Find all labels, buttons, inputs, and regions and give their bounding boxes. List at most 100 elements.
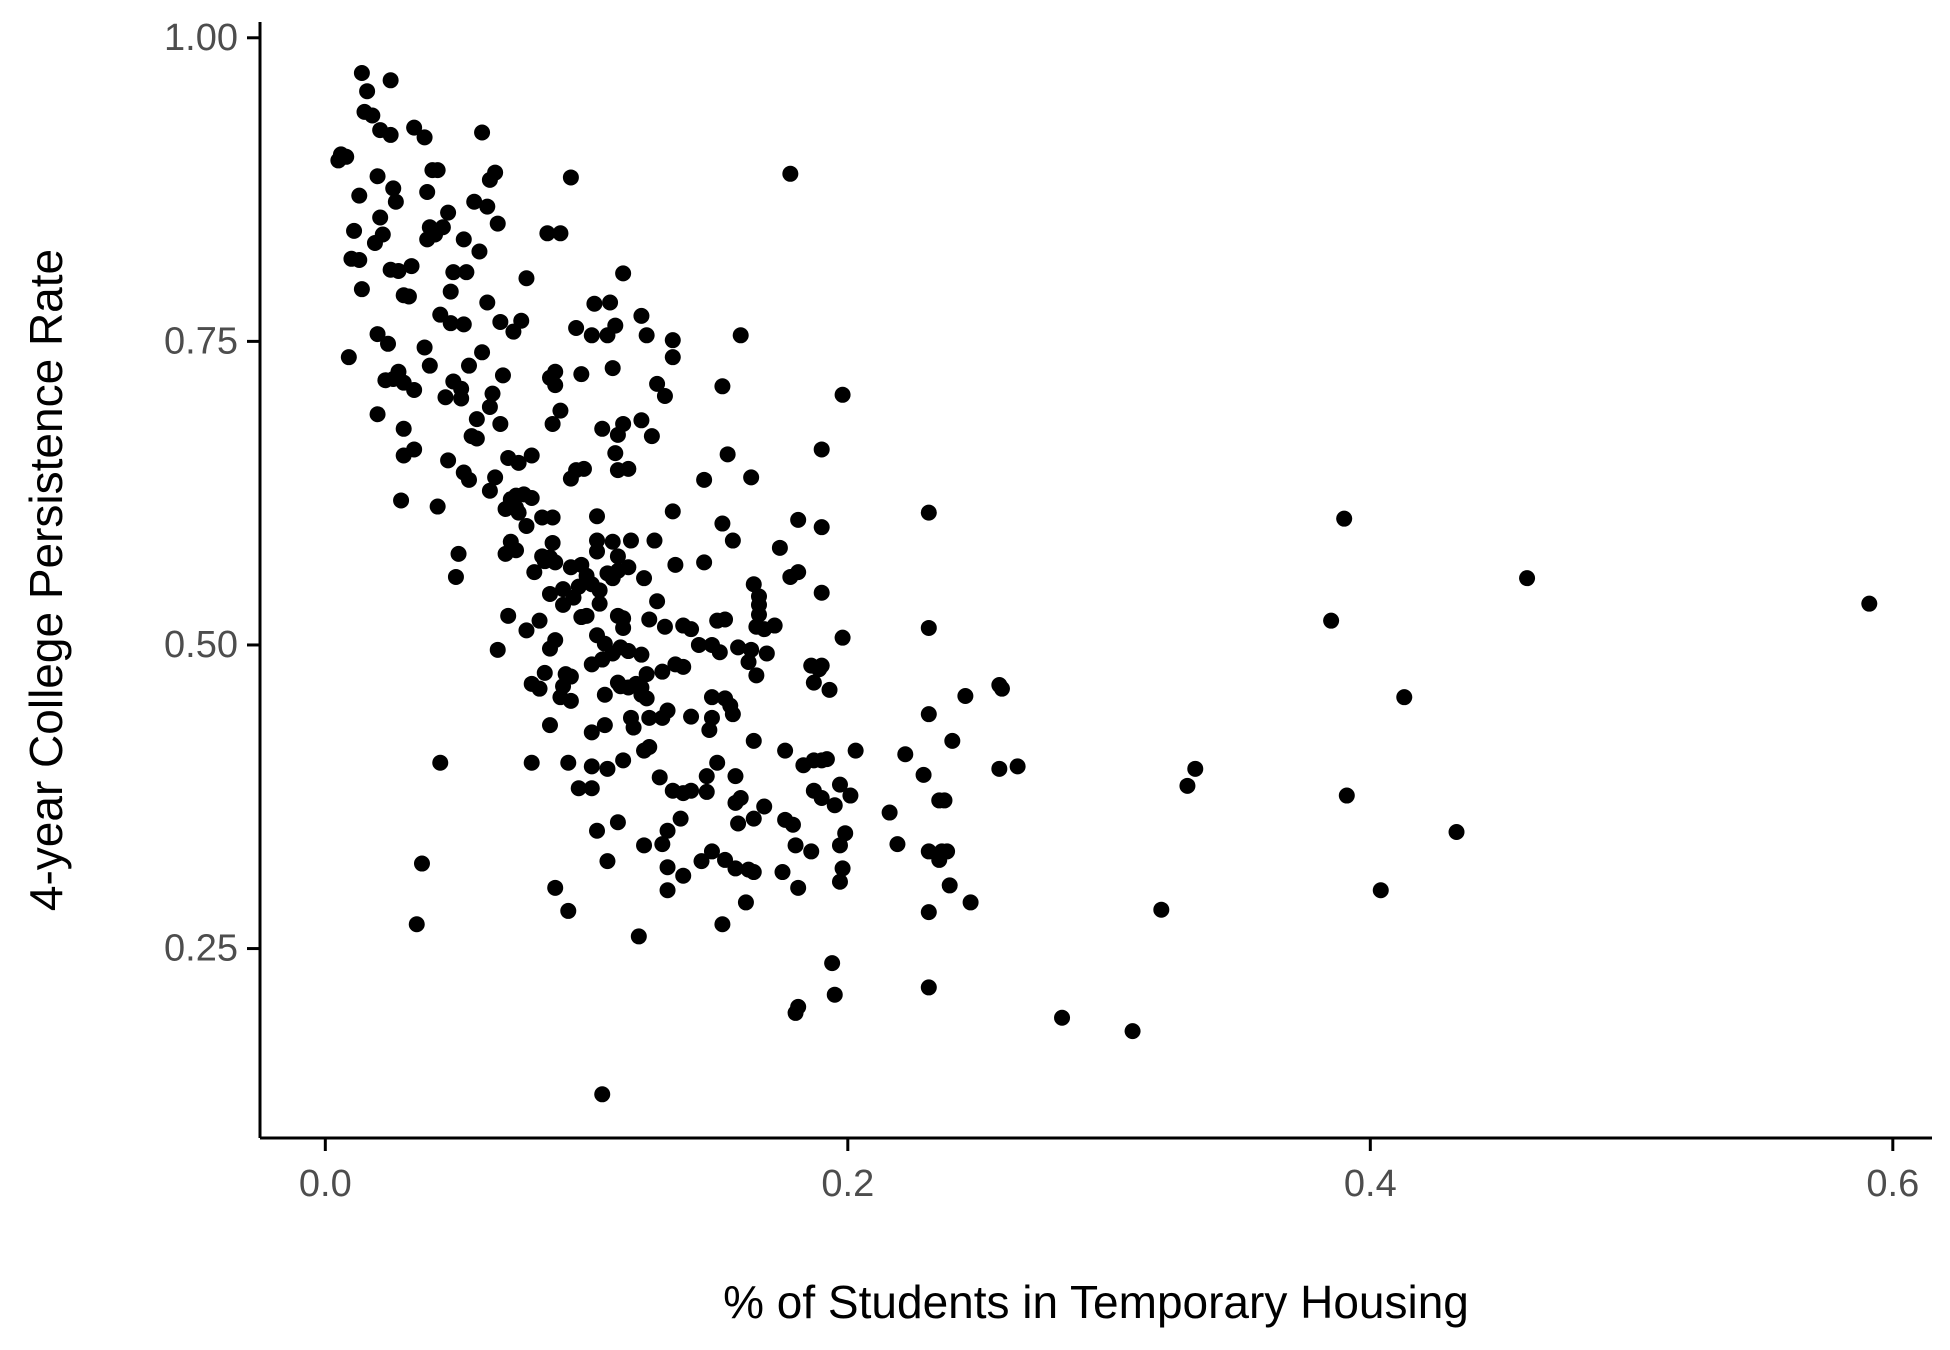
data-point bbox=[1323, 612, 1340, 629]
data-point bbox=[654, 836, 671, 853]
x-tick-label: 0.0 bbox=[299, 1163, 352, 1205]
data-point bbox=[831, 837, 848, 854]
data-point bbox=[547, 879, 564, 896]
y-tick-label: 0.25 bbox=[164, 928, 238, 970]
data-point bbox=[962, 894, 979, 911]
data-point bbox=[1187, 760, 1204, 777]
data-point bbox=[696, 554, 713, 571]
data-point bbox=[583, 656, 600, 673]
data-point bbox=[659, 859, 676, 876]
data-point bbox=[813, 519, 830, 536]
data-point bbox=[881, 804, 898, 821]
data-point bbox=[589, 508, 606, 525]
data-point bbox=[824, 955, 841, 972]
data-point bbox=[539, 225, 556, 242]
y-tick-label: 0.50 bbox=[164, 624, 238, 666]
data-point bbox=[380, 335, 397, 352]
data-point bbox=[552, 225, 569, 242]
data-point bbox=[675, 658, 692, 675]
data-point bbox=[353, 65, 370, 82]
data-point bbox=[602, 294, 619, 311]
data-point bbox=[889, 836, 906, 853]
data-point bbox=[756, 798, 773, 815]
data-point bbox=[730, 815, 747, 832]
data-point bbox=[523, 447, 540, 464]
data-point bbox=[568, 320, 585, 337]
data-point bbox=[811, 661, 828, 678]
data-point bbox=[703, 709, 720, 726]
data-point bbox=[683, 708, 700, 725]
data-point bbox=[481, 171, 498, 188]
data-point bbox=[544, 509, 561, 526]
data-point bbox=[429, 162, 446, 179]
data-point bbox=[497, 545, 514, 562]
data-point bbox=[732, 327, 749, 344]
data-point bbox=[683, 621, 700, 638]
data-point bbox=[620, 643, 637, 660]
data-point bbox=[609, 814, 626, 831]
data-point bbox=[625, 719, 642, 736]
data-point bbox=[703, 843, 720, 860]
data-point bbox=[479, 294, 496, 311]
data-point bbox=[821, 681, 838, 698]
data-point bbox=[1054, 1009, 1071, 1026]
data-point bbox=[714, 378, 731, 395]
data-point bbox=[455, 316, 472, 333]
data-point bbox=[1448, 823, 1465, 840]
data-point bbox=[481, 398, 498, 415]
data-point bbox=[897, 746, 914, 763]
data-point bbox=[468, 411, 485, 428]
data-point bbox=[416, 129, 433, 146]
data-point bbox=[993, 680, 1010, 697]
data-point bbox=[583, 576, 600, 593]
data-point bbox=[837, 825, 854, 842]
data-point bbox=[633, 307, 650, 324]
data-point bbox=[589, 532, 606, 549]
data-point bbox=[743, 469, 760, 486]
data-point bbox=[831, 776, 848, 793]
data-point bbox=[390, 262, 407, 279]
data-point bbox=[656, 388, 673, 405]
data-point bbox=[429, 498, 446, 515]
data-point bbox=[727, 768, 744, 785]
data-point bbox=[732, 789, 749, 806]
data-point bbox=[615, 619, 632, 636]
data-point bbox=[340, 349, 357, 366]
data-point bbox=[740, 653, 757, 670]
data-point bbox=[787, 1004, 804, 1021]
data-point bbox=[659, 882, 676, 899]
data-point bbox=[387, 193, 404, 210]
data-point bbox=[596, 686, 613, 703]
data-point bbox=[664, 503, 681, 520]
data-point bbox=[609, 462, 626, 479]
data-point bbox=[589, 822, 606, 839]
data-point bbox=[547, 554, 564, 571]
data-point bbox=[560, 902, 577, 919]
data-point bbox=[826, 986, 843, 1003]
data-point bbox=[690, 636, 707, 653]
data-point bbox=[604, 360, 621, 377]
data-point bbox=[359, 83, 376, 100]
data-point bbox=[659, 702, 676, 719]
data-point bbox=[562, 559, 579, 576]
data-point bbox=[541, 640, 558, 657]
data-point bbox=[578, 607, 595, 624]
data-point bbox=[479, 198, 496, 215]
data-point bbox=[920, 619, 937, 636]
data-point bbox=[636, 742, 653, 759]
data-point bbox=[920, 979, 937, 996]
data-point bbox=[510, 504, 527, 521]
data-point bbox=[432, 754, 449, 771]
data-point bbox=[385, 180, 402, 197]
x-tick-label: 0.6 bbox=[1866, 1163, 1919, 1205]
data-point bbox=[573, 366, 590, 383]
data-point bbox=[805, 674, 822, 691]
data-point bbox=[1338, 787, 1355, 804]
data-point bbox=[724, 532, 741, 549]
data-point bbox=[604, 645, 621, 662]
data-point bbox=[745, 810, 762, 827]
data-point bbox=[369, 406, 386, 423]
data-point bbox=[711, 644, 728, 661]
data-point bbox=[654, 663, 671, 680]
data-point bbox=[453, 390, 470, 407]
